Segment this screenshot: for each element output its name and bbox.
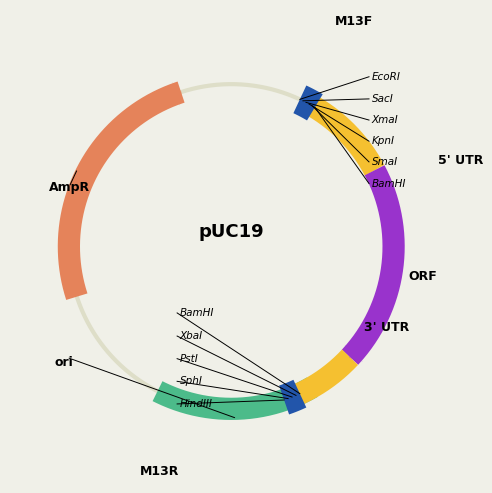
Text: 3' UTR: 3' UTR — [364, 321, 409, 334]
Text: pUC19: pUC19 — [198, 223, 264, 241]
Text: SmaI: SmaI — [371, 157, 398, 167]
Text: PstI: PstI — [180, 353, 198, 364]
Text: EcoRI: EcoRI — [371, 72, 400, 82]
Text: M13R: M13R — [140, 465, 180, 478]
Text: SacI: SacI — [371, 94, 393, 104]
Text: AmpR: AmpR — [49, 181, 91, 194]
Text: 5' UTR: 5' UTR — [438, 154, 483, 167]
Text: BamHI: BamHI — [371, 178, 406, 188]
Text: ORF: ORF — [408, 270, 437, 282]
Text: XbaI: XbaI — [180, 331, 203, 341]
Text: HindIII: HindIII — [180, 399, 213, 409]
Text: M13F: M13F — [335, 15, 373, 28]
Text: SphI: SphI — [180, 376, 202, 387]
Text: BamHI: BamHI — [180, 308, 214, 318]
Text: KpnI: KpnI — [371, 136, 395, 146]
Text: ori: ori — [54, 355, 73, 369]
Text: XmaI: XmaI — [371, 115, 398, 125]
